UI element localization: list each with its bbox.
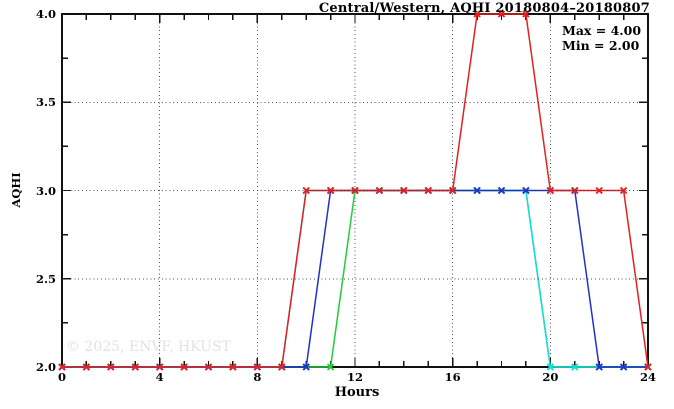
stats-max: Max = 4.00 (562, 23, 642, 38)
x-tick-label: 16 (444, 370, 461, 384)
marker-red (400, 186, 408, 195)
marker-cyan (571, 363, 579, 371)
y-tick-label: 3.5 (35, 95, 56, 110)
marker-blue (595, 363, 603, 371)
marker-red (449, 186, 457, 195)
marker-red (497, 10, 506, 18)
marker-blue (497, 186, 506, 195)
x-tick-label: 8 (253, 370, 262, 384)
marker-red (326, 186, 335, 195)
marker-blue (619, 363, 628, 371)
y-tick-label: 4.0 (35, 7, 56, 21)
marker-red (131, 363, 139, 371)
chart-title: Central/Western, AQHI 20180804–20180807 (318, 1, 650, 16)
marker-red (82, 363, 91, 371)
x-tick-label: 0 (57, 370, 66, 384)
marker-red (424, 186, 432, 195)
x-tick-label: 4 (155, 370, 164, 384)
marker-red (156, 363, 164, 371)
x-tick-label: 20 (542, 370, 559, 384)
marker-red (58, 363, 66, 371)
y-tick-label: 2.5 (35, 271, 56, 286)
marker-blue (302, 363, 310, 371)
marker-red (253, 363, 261, 371)
marker-red (302, 186, 310, 195)
marker-red (375, 186, 384, 195)
marker-red (595, 186, 603, 195)
x-axis-title: Hours (334, 385, 380, 400)
stats-box: Max = 4.00 Min = 2.00 (562, 23, 641, 53)
marker-red (571, 186, 579, 195)
x-tick-label: 24 (639, 370, 656, 384)
marker-red (644, 363, 652, 371)
marker-red (278, 363, 286, 371)
marker-red (204, 363, 213, 371)
stats-min: Min = 2.00 (562, 38, 640, 53)
plot-frame (61, 13, 649, 368)
y-tick-label: 3.0 (35, 183, 56, 198)
y-tick-label: 2.0 (35, 360, 56, 374)
watermark: © 2025, ENVF, HKUST (66, 339, 231, 355)
y-axis-title: AQHI (9, 172, 23, 208)
marker-red (180, 363, 188, 371)
marker-blue (522, 186, 530, 195)
marker-red (546, 186, 554, 195)
marker-green (326, 363, 335, 371)
marker-red (473, 10, 481, 18)
marker-red (229, 363, 237, 371)
marker-red (619, 186, 628, 195)
marker-red (522, 10, 530, 18)
marker-red (107, 363, 115, 371)
x-tick-label: 12 (346, 370, 363, 384)
marker-cyan (546, 363, 554, 371)
marker-red (351, 186, 359, 195)
marker-blue (473, 186, 481, 195)
